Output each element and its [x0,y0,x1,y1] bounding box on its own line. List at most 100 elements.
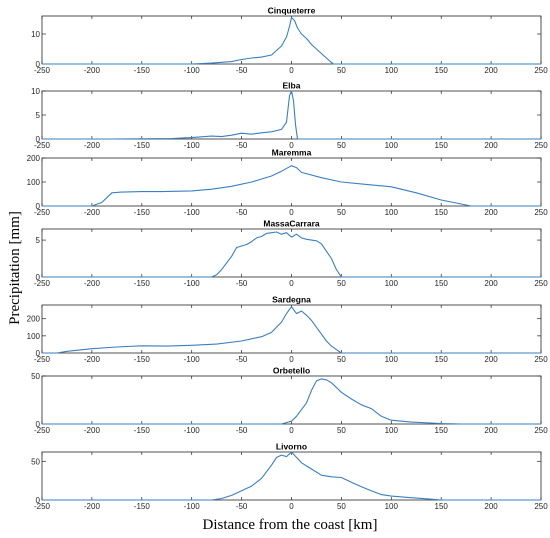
x-tick-label: 150 [435,355,449,364]
x-tick-label: -150 [134,279,151,288]
x-tick-label: -100 [184,355,201,364]
y-tick-label: 0 [36,135,41,144]
x-tick-label: -200 [84,426,101,435]
x-tick-label: -250 [34,279,51,288]
precipitation-line [42,451,541,501]
chart-panel-sardegna: Sardegna -250 -200 -150 -100 -50 0 50 100 150 200 2… [27,295,549,365]
x-tick-label: 0 [289,279,294,288]
chart-panel-elba: Elba -250 -200 -150 -100 -50 0 50 100 150 200 250 0 5… [31,81,548,151]
x-tick-label: 50 [337,141,346,150]
chart-panel-cinqueterre: Cinqueterre-250 -200 -150 -100 -50 0 50 100 150 2… [31,6,548,76]
chart-panel-maremma: Maremma -250 -200 -150 -100 -50 0 50 100 150 200 25… [27,148,549,218]
x-tick-label: 50 [337,502,346,511]
x-tick-label: 200 [484,279,498,288]
x-axis-label: Distance from the coast [km] [203,517,378,533]
x-tick-label: 100 [385,355,399,364]
y-tick-label: 200 [27,154,41,163]
y-tick-label: 10 [31,30,40,39]
x-tick-label: 100 [385,141,399,150]
x-tick-label: 150 [435,279,449,288]
y-tick-label: 0 [36,496,41,505]
x-tick-label: -250 [34,355,51,364]
x-tick-label: -100 [184,208,201,217]
x-tick-label: 100 [385,502,399,511]
x-tick-label: -50 [236,426,248,435]
x-tick-label: 150 [435,426,449,435]
y-tick-label: 0 [36,60,41,69]
chart-panels: Cinqueterre-250 -200 -150 -100 -50 0 50 100 150 2… [27,6,549,512]
precipitation-line [42,231,541,278]
x-tick-label: 100 [385,66,399,75]
x-tick-label: 250 [534,66,548,75]
y-tick-label: 100 [27,332,41,341]
x-tick-label: -200 [84,279,101,288]
x-tick-label: 250 [534,208,548,217]
x-tick-label: 200 [484,355,498,364]
y-tick-label: 100 [27,178,41,187]
x-tick-label: 50 [337,208,346,217]
x-tick-label: -100 [184,141,201,150]
x-tick-label: -50 [236,502,248,511]
x-tick-label: 250 [534,141,548,150]
axes-frame [41,15,542,65]
y-tick-label: 5 [36,236,41,245]
x-tick-label: -50 [236,355,248,364]
x-tick-label: 0 [289,66,294,75]
y-tick-label: 0 [36,420,41,429]
x-tick-label: -150 [134,502,151,511]
precipitation-line [42,90,541,140]
x-tick-label: 100 [385,279,399,288]
axes-frame [41,375,542,425]
x-tick-label: -250 [34,502,51,511]
axes-frame [41,451,542,501]
x-tick-label: 250 [534,426,548,435]
x-tick-label: -150 [134,208,151,217]
x-tick-label: -50 [236,279,248,288]
x-tick-label: 100 [385,208,399,217]
precipitation-line [42,306,541,354]
x-tick-label: -200 [84,355,101,364]
x-tick-label: -100 [184,279,201,288]
x-tick-label: 50 [337,279,346,288]
x-tick-label: 50 [337,426,346,435]
panel-title: MassaCarrara [263,219,320,229]
chart-panel-orbetello: Orbetello -250 -200 -150 -100 -50 0 50 100 150 200… [31,366,548,436]
axes-frame [41,90,542,140]
precipitation-line [42,165,541,207]
x-tick-label: -100 [184,502,201,511]
x-tick-label: 150 [435,208,449,217]
y-tick-label: 50 [31,457,40,466]
x-tick-label: -150 [134,355,151,364]
y-tick-label: 0 [36,202,41,211]
x-tick-label: -250 [34,426,51,435]
panel-title: Elba [283,81,301,91]
x-tick-label: -200 [84,502,101,511]
y-tick-label: 0 [36,349,41,358]
x-tick-label: -100 [184,66,201,75]
x-tick-label: -250 [34,141,51,150]
x-tick-label: -50 [236,141,248,150]
x-tick-label: -50 [236,66,248,75]
precipitation-line [42,16,541,65]
y-tick-label: 5 [36,111,41,120]
x-tick-label: -200 [84,208,101,217]
panel-title: Orbetello [273,366,310,376]
x-tick-label: 200 [484,141,498,150]
x-tick-label: -150 [134,426,151,435]
x-tick-label: 250 [534,502,548,511]
y-tick-label: 0 [36,273,41,282]
precipitation-line [42,378,541,425]
x-tick-label: -50 [236,208,248,217]
x-tick-label: 50 [337,66,346,75]
x-tick-label: 150 [435,66,449,75]
panel-title: Livorno [276,442,307,452]
x-tick-label: -150 [134,141,151,150]
y-axis-label: Precipitation [mm] [7,211,23,325]
x-tick-label: 250 [534,355,548,364]
x-tick-label: 150 [435,502,449,511]
panel-title: Cinqueterre [268,6,316,16]
x-tick-label: 200 [484,502,498,511]
x-tick-label: -250 [34,66,51,75]
axes-frame [41,228,542,278]
